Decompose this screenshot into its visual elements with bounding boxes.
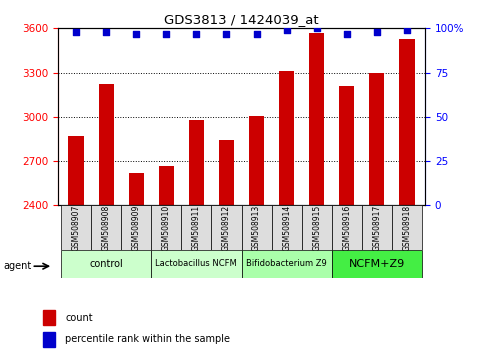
Bar xyxy=(43,310,55,325)
Point xyxy=(343,31,351,36)
Text: GSM508913: GSM508913 xyxy=(252,204,261,251)
Text: control: control xyxy=(89,259,123,269)
Title: GDS3813 / 1424039_at: GDS3813 / 1424039_at xyxy=(164,13,319,26)
FancyBboxPatch shape xyxy=(362,205,392,250)
Text: GSM508917: GSM508917 xyxy=(372,204,382,251)
Bar xyxy=(249,116,264,205)
FancyBboxPatch shape xyxy=(212,205,242,250)
Bar xyxy=(69,136,84,205)
Bar xyxy=(309,33,324,205)
FancyBboxPatch shape xyxy=(332,250,422,278)
Text: Lactobacillus NCFM: Lactobacillus NCFM xyxy=(156,259,237,268)
Bar xyxy=(43,332,55,347)
FancyBboxPatch shape xyxy=(151,250,242,278)
Bar xyxy=(219,141,234,205)
FancyBboxPatch shape xyxy=(242,250,332,278)
Bar xyxy=(159,166,174,205)
Text: GSM508910: GSM508910 xyxy=(162,204,171,251)
Bar xyxy=(99,84,114,205)
Point xyxy=(403,27,411,33)
Point xyxy=(72,29,80,35)
Text: GSM508918: GSM508918 xyxy=(402,204,412,251)
Point xyxy=(313,25,321,31)
Bar xyxy=(279,71,294,205)
Text: Bifidobacterium Z9: Bifidobacterium Z9 xyxy=(246,259,327,268)
FancyBboxPatch shape xyxy=(392,205,422,250)
Point xyxy=(253,31,260,36)
FancyBboxPatch shape xyxy=(61,250,151,278)
Text: GSM508911: GSM508911 xyxy=(192,204,201,251)
Text: GSM508915: GSM508915 xyxy=(312,204,321,251)
FancyBboxPatch shape xyxy=(151,205,181,250)
Point xyxy=(283,27,290,33)
Bar xyxy=(399,39,414,205)
Text: agent: agent xyxy=(4,261,32,271)
Point xyxy=(162,31,170,36)
Text: GSM508908: GSM508908 xyxy=(101,204,111,251)
Text: GSM508916: GSM508916 xyxy=(342,204,351,251)
Bar xyxy=(339,86,355,205)
Bar xyxy=(189,120,204,205)
FancyBboxPatch shape xyxy=(181,205,212,250)
Point xyxy=(102,29,110,35)
Point xyxy=(132,31,140,36)
FancyBboxPatch shape xyxy=(242,205,271,250)
FancyBboxPatch shape xyxy=(61,205,91,250)
Text: GSM508912: GSM508912 xyxy=(222,204,231,251)
Bar xyxy=(369,73,384,205)
Text: count: count xyxy=(65,313,93,323)
Text: percentile rank within the sample: percentile rank within the sample xyxy=(65,335,230,344)
FancyBboxPatch shape xyxy=(302,205,332,250)
Bar xyxy=(128,173,144,205)
Text: NCFM+Z9: NCFM+Z9 xyxy=(349,259,405,269)
Text: GSM508907: GSM508907 xyxy=(71,204,81,251)
FancyBboxPatch shape xyxy=(121,205,151,250)
Point xyxy=(223,31,230,36)
Point xyxy=(373,29,381,35)
FancyBboxPatch shape xyxy=(271,205,302,250)
Text: GSM508909: GSM508909 xyxy=(132,204,141,251)
Point xyxy=(193,31,200,36)
Text: GSM508914: GSM508914 xyxy=(282,204,291,251)
FancyBboxPatch shape xyxy=(332,205,362,250)
FancyBboxPatch shape xyxy=(91,205,121,250)
